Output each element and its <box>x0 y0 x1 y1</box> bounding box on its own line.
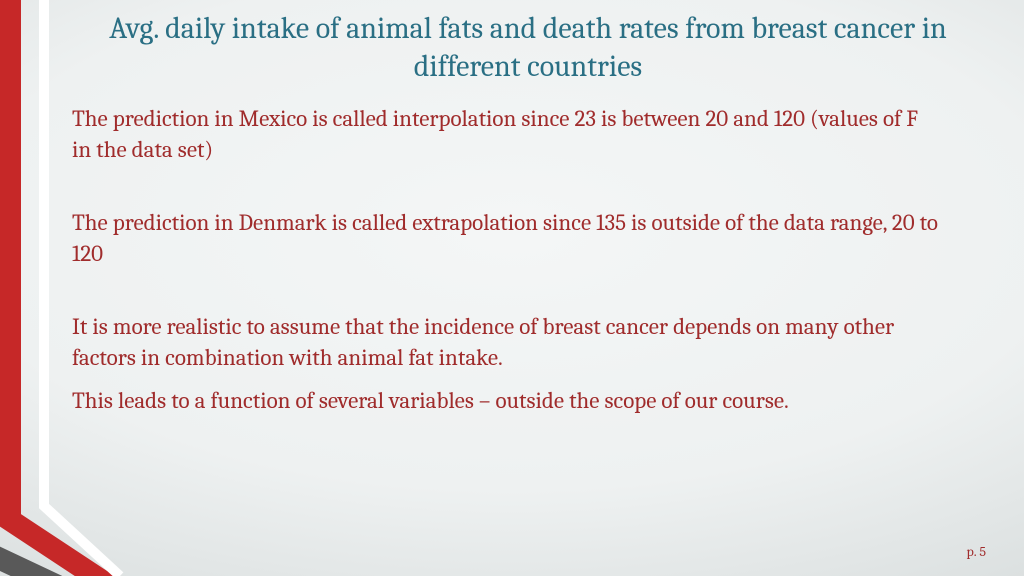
page-number: p. 5 <box>967 543 986 560</box>
slide-title: Avg. daily intake of animal fats and dea… <box>98 10 958 85</box>
slide-content: Avg. daily intake of animal fats and dea… <box>72 10 984 546</box>
paragraph-1: The prediction in Mexico is called inter… <box>72 103 942 165</box>
paragraph-2: The prediction in Denmark is called extr… <box>72 207 942 269</box>
paragraph-4: This leads to a function of several vari… <box>72 385 942 416</box>
paragraph-3: It is more realistic to assume that the … <box>72 311 942 373</box>
